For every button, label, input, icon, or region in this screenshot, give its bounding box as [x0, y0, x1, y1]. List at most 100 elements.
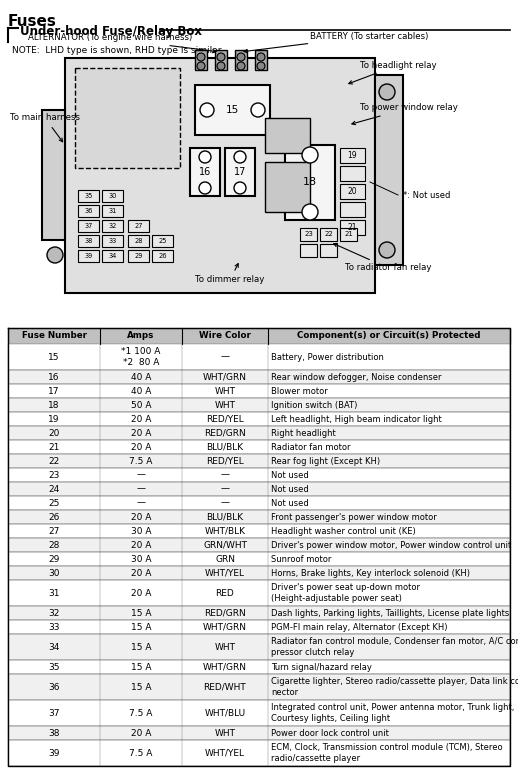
Text: Right headlight: Right headlight — [271, 429, 336, 438]
Text: 33: 33 — [48, 623, 60, 631]
Text: To dimmer relay: To dimmer relay — [195, 263, 265, 284]
Bar — [190, 148, 220, 196]
Text: Dash lights, Parking lights, Taillights, License plate lights: Dash lights, Parking lights, Taillights,… — [271, 608, 509, 617]
Text: RED/GRN: RED/GRN — [204, 608, 246, 617]
Bar — [195, 50, 207, 70]
Bar — [255, 50, 267, 70]
Text: ECM, Clock, Transmission control module (TCM), Stereo
radio/cassette player: ECM, Clock, Transmission control module … — [271, 743, 502, 763]
Text: 28: 28 — [48, 541, 60, 549]
Text: WHT: WHT — [214, 729, 236, 737]
Bar — [152, 250, 173, 262]
Text: 32: 32 — [108, 223, 117, 229]
Text: Blower motor: Blower motor — [271, 386, 328, 396]
Text: 20 A: 20 A — [131, 442, 151, 452]
Text: 21: 21 — [347, 223, 357, 232]
Bar — [8, 398, 510, 412]
Bar — [75, 68, 180, 168]
Text: 27: 27 — [48, 527, 60, 535]
Text: Headlight washer control unit (KE): Headlight washer control unit (KE) — [271, 527, 416, 535]
Text: 19: 19 — [48, 415, 60, 423]
Text: —: — — [221, 353, 229, 362]
Text: Power door lock control unit: Power door lock control unit — [271, 729, 389, 737]
Text: 36: 36 — [48, 683, 60, 691]
Text: 20 A: 20 A — [131, 512, 151, 521]
Text: —: — — [221, 485, 229, 494]
Bar — [78, 235, 99, 247]
Text: 40 A: 40 A — [131, 372, 151, 382]
Text: 39: 39 — [48, 749, 60, 757]
Bar — [8, 496, 510, 510]
Text: —: — — [137, 498, 146, 508]
Bar — [102, 235, 123, 247]
Bar — [8, 538, 510, 552]
Bar — [8, 606, 510, 620]
Text: 26: 26 — [48, 512, 60, 521]
Text: Not used: Not used — [271, 485, 309, 494]
Text: Radiator fan control module, Condenser fan motor, A/C com-
pressor clutch relay: Radiator fan control module, Condenser f… — [271, 637, 518, 657]
Text: 37: 37 — [84, 223, 93, 229]
Text: Rear window defogger, Noise condenser: Rear window defogger, Noise condenser — [271, 372, 441, 382]
Circle shape — [200, 103, 214, 117]
Text: WHT/BLU: WHT/BLU — [205, 709, 246, 717]
Text: 7.5 A: 7.5 A — [130, 749, 153, 757]
Bar — [8, 660, 510, 674]
Text: —: — — [137, 471, 146, 479]
Bar — [8, 700, 510, 726]
Text: 20 A: 20 A — [131, 588, 151, 598]
Text: 20 A: 20 A — [131, 729, 151, 737]
Text: 30 A: 30 A — [131, 554, 151, 564]
Text: BLU/BLK: BLU/BLK — [207, 512, 243, 521]
Text: Component(s) or Circuit(s) Protected: Component(s) or Circuit(s) Protected — [297, 332, 481, 340]
Bar — [78, 190, 99, 202]
Bar — [340, 202, 365, 217]
Text: To power window relay: To power window relay — [352, 104, 458, 124]
Text: WHT/BLK: WHT/BLK — [205, 527, 246, 535]
Text: To headlight relay: To headlight relay — [349, 61, 437, 84]
Bar — [102, 205, 123, 217]
Text: 31: 31 — [48, 588, 60, 598]
Bar — [195, 85, 270, 135]
Text: 34: 34 — [108, 253, 117, 259]
Text: 23: 23 — [304, 231, 313, 237]
Text: RED: RED — [215, 588, 234, 598]
Text: 16: 16 — [199, 167, 211, 177]
Text: 25: 25 — [159, 238, 167, 244]
Text: 25: 25 — [48, 498, 60, 508]
Text: RED/YEL: RED/YEL — [206, 415, 244, 423]
Text: Horns, Brake lights, Key interlock solenoid (KH): Horns, Brake lights, Key interlock solen… — [271, 568, 470, 578]
Text: Sunroof motor: Sunroof motor — [271, 554, 332, 564]
Bar — [8, 524, 510, 538]
Text: WHT: WHT — [214, 400, 236, 409]
Bar — [42, 110, 65, 240]
Text: ALTERNATOR (To engine wire harness): ALTERNATOR (To engine wire harness) — [28, 34, 216, 53]
Text: RED/YEL: RED/YEL — [206, 456, 244, 465]
Text: Amps: Amps — [127, 332, 155, 340]
Text: Fuses: Fuses — [8, 14, 57, 29]
Bar — [8, 426, 510, 440]
Text: Fuse Number: Fuse Number — [22, 332, 87, 340]
Text: 15 A: 15 A — [131, 643, 151, 651]
Text: WHT/GRN: WHT/GRN — [203, 623, 247, 631]
Text: RED/GRN: RED/GRN — [204, 429, 246, 438]
Text: 7.5 A: 7.5 A — [130, 709, 153, 717]
Text: 30 A: 30 A — [131, 527, 151, 535]
Text: Cigarette lighter, Stereo radio/cassette player, Data link con-
nector: Cigarette lighter, Stereo radio/cassette… — [271, 677, 518, 697]
Circle shape — [197, 53, 205, 61]
Circle shape — [217, 53, 225, 61]
Text: 18: 18 — [48, 400, 60, 409]
Text: 38: 38 — [48, 729, 60, 737]
Text: 15: 15 — [225, 105, 239, 115]
Text: 37: 37 — [48, 709, 60, 717]
Text: *1 100 A
*2  80 A: *1 100 A *2 80 A — [121, 347, 161, 367]
Text: 30: 30 — [108, 193, 117, 199]
Text: Driver's power seat up-down motor
(Height-adjustable power seat): Driver's power seat up-down motor (Heigh… — [271, 584, 420, 603]
Text: 38: 38 — [84, 238, 93, 244]
Bar — [265, 162, 310, 212]
Circle shape — [237, 62, 245, 70]
Text: 7.5 A: 7.5 A — [130, 456, 153, 465]
Text: 20 A: 20 A — [131, 568, 151, 578]
Text: 20 A: 20 A — [131, 415, 151, 423]
Bar — [152, 235, 173, 247]
Text: 18: 18 — [303, 177, 317, 187]
Text: 22: 22 — [48, 456, 60, 465]
